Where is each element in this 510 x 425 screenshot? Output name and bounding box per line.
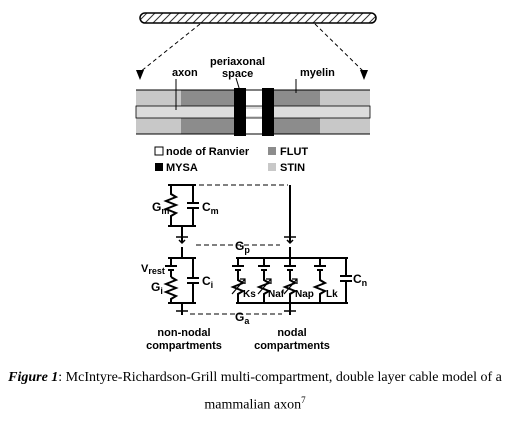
non-nodal-sub-label: compartments: [146, 340, 222, 352]
figure-caption: Figure 1: McIntyre-Richardson-Grill mult…: [0, 368, 510, 388]
legend: node of Ranvier FLUT MYSA STIN: [154, 146, 308, 174]
figure-caption-line2: mammalian axon7: [0, 390, 510, 416]
legend-swatch-flut: [268, 147, 276, 155]
gi-label: Gi: [151, 280, 163, 296]
lk-label: Lk: [326, 289, 338, 300]
legend-stin: STIN: [280, 162, 305, 174]
caption-text: : McIntyre-Richardson-Grill multi-compar…: [58, 370, 502, 385]
axon-label: axon: [172, 67, 198, 79]
ga-label: Ga: [235, 310, 250, 326]
legend-swatch-stin: [268, 163, 276, 171]
nap-label: Nap: [295, 289, 314, 300]
zoom-lines: [139, 23, 365, 73]
ci-label: Ci: [202, 274, 213, 290]
ks-label: Ks: [243, 289, 256, 300]
legend-mysa: MYSA: [166, 162, 198, 174]
nodal-label: nodal: [277, 327, 306, 339]
zoom-arrowheads: [136, 70, 368, 80]
mysa-right: [262, 88, 274, 136]
gm-label: Gm: [152, 200, 169, 216]
cm-label: Cm: [202, 200, 219, 216]
node-of-ranvier: [246, 109, 262, 116]
legend-swatch-mysa: [155, 163, 163, 171]
legend-swatch-node: [154, 146, 164, 156]
cable-model-diagram: axon periaxonal space myelin node of Ran…: [135, 12, 377, 352]
legend-node: node of Ranvier: [166, 146, 250, 158]
naf-label: Naf: [268, 289, 285, 300]
axon-detail: [135, 88, 371, 136]
circuit: [163, 184, 352, 315]
vrest-label: Vrest: [141, 263, 165, 276]
fiber-overview: [139, 12, 377, 24]
myelin-label: myelin: [300, 67, 335, 79]
legend-flut: FLUT: [280, 146, 308, 158]
non-nodal-label: non-nodal: [157, 327, 210, 339]
periaxonal-label: periaxonal: [210, 56, 265, 68]
caption-label: Figure 1: [8, 370, 59, 385]
nodal-sub-label: compartments: [254, 340, 330, 352]
mysa-left: [234, 88, 246, 136]
space-label: space: [222, 68, 253, 80]
label-pointers: [175, 77, 297, 110]
caption-line2: mammalian axon: [204, 397, 302, 413]
gp-label: Gp: [235, 239, 250, 255]
caption-ref: 7: [301, 395, 306, 405]
cn-label: Cn: [353, 272, 367, 288]
